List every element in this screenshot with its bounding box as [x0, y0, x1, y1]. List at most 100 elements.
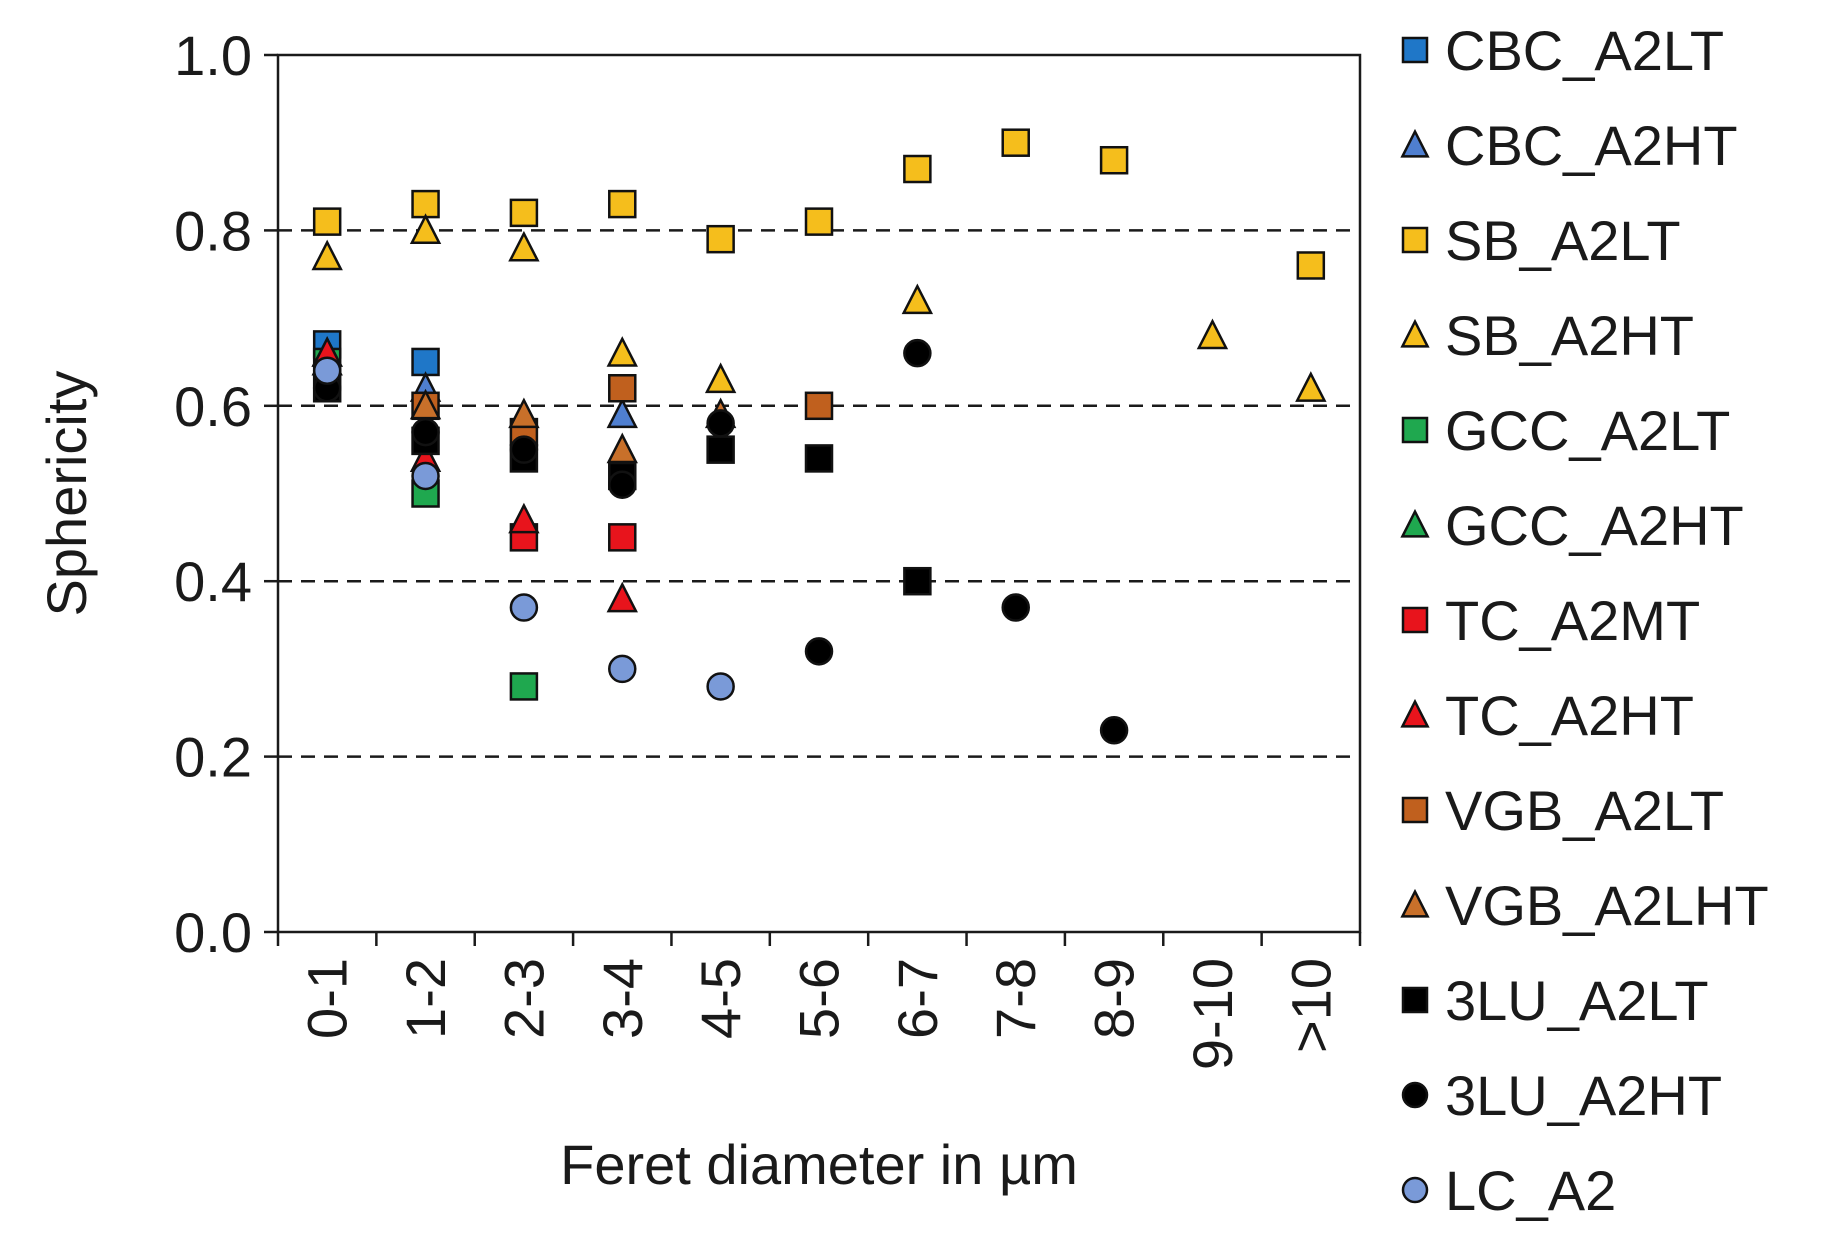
legend-label-vgb-a2lht: VGB_A2LHT: [1445, 874, 1769, 937]
point-3lu-a2ht-2-3: [509, 435, 539, 464]
legend-marker-cbc-a2ht: [1400, 128, 1430, 158]
point-vgb-a2lht-3-4: [606, 432, 638, 464]
series-sb-a2lt: [312, 128, 1326, 280]
series-tc-a2ht: [311, 336, 638, 613]
legend-marker-lc-a2: [1401, 1176, 1429, 1204]
plot-frame: [276, 53, 1362, 934]
legend-item-cbc-a2ht: CBC_A2HT: [1400, 114, 1738, 177]
gridlines: [278, 229, 1360, 758]
x-tick-label-5-6: 5-6: [788, 958, 851, 1039]
axes: [276, 53, 1362, 934]
legend-marker-3lu-a2ht: [1401, 1081, 1429, 1109]
legend-marker-cbc-a2lt: [1401, 36, 1429, 64]
point-sb-a2ht-3-4: [606, 336, 638, 367]
legend-item-vgb-a2lt: VGB_A2LT: [1401, 779, 1724, 842]
point-sb-a2lt-4-5: [706, 224, 735, 254]
point-sb-a2lt-8-9: [1099, 145, 1129, 175]
legend-label-lc-a2: LC_A2: [1445, 1159, 1616, 1222]
legend-marker-3lu-a2lt: [1401, 986, 1429, 1014]
x-tick-label-3-4: 3-4: [591, 958, 654, 1039]
point-gcc-a2lt-2-3: [509, 672, 539, 701]
legend-label-sb-a2lt: SB_A2LT: [1445, 209, 1681, 272]
y-tick-label: 0.8: [174, 199, 252, 262]
x-tick-label-4-5: 4-5: [689, 958, 752, 1039]
point-sb-a2ht-6-7: [901, 283, 934, 315]
point-tc-a2mt-3-4: [608, 523, 637, 552]
legend: CBC_A2LT CBC_A2HT SB_A2LT SB_A2HT GCC_A2LT GC…: [1400, 19, 1769, 1222]
point-3lu-a2ht-8-9: [1099, 716, 1129, 745]
point-3lu-a2lt-4-5: [706, 435, 735, 464]
y-tick-label: 1.0: [174, 24, 252, 87]
legend-item-vgb-a2lht: VGB_A2LHT: [1400, 874, 1769, 937]
point-lc-a2-1-2: [411, 461, 440, 491]
legend-item-sb-a2lt: SB_A2LT: [1401, 209, 1681, 272]
point-tc-a2ht-3-4: [606, 581, 638, 613]
legend-item-sb-a2ht: SB_A2HT: [1400, 304, 1694, 367]
point-3lu-a2ht-6-7: [903, 338, 932, 368]
legend-marker-tc-a2mt: [1401, 606, 1429, 634]
y-tick-label: 0.0: [174, 901, 252, 964]
y-tick-label: 0.4: [174, 550, 252, 613]
y-axis-title: Sphericity: [35, 371, 98, 617]
legend-marker-vgb-a2lht: [1400, 888, 1430, 918]
legend-item-3lu-a2lt: 3LU_A2LT: [1401, 969, 1709, 1032]
legend-label-3lu-a2ht: 3LU_A2HT: [1445, 1064, 1722, 1127]
point-lc-a2-3-4: [608, 654, 637, 684]
point-cbc-a2lt-1-2: [411, 347, 440, 377]
x-tick-label-1-2: 1-2: [394, 958, 457, 1039]
x-axis-title: Feret diameter in µm: [560, 1133, 1078, 1196]
point-sb-a2lt-2-3: [509, 198, 539, 228]
x-tick-label-8-9: 8-9: [1083, 958, 1146, 1039]
series-lc-a2: [312, 356, 735, 701]
x-tick-label-2-3: 2-3: [492, 958, 555, 1039]
point-sb-a2ht-10: [1295, 371, 1327, 402]
legend-item-tc-a2ht: TC_A2HT: [1400, 684, 1694, 747]
point-sb-a2lt-10: [1296, 251, 1326, 280]
x-tick-labels: 0-1 1-2 2-3 3-4 4-5 5-6 6-7 7-8 8-9 9-10 >10: [276, 932, 1362, 1070]
x-tick-label-10: >10: [1279, 958, 1342, 1053]
point-3lu-a2ht-3-4: [608, 470, 637, 499]
legend-label-sb-a2ht: SB_A2HT: [1445, 304, 1694, 367]
point-3lu-a2ht-1-2: [411, 417, 440, 447]
legend-item-gcc-a2lt: GCC_A2LT: [1401, 399, 1730, 462]
point-lc-a2-2-3: [509, 593, 539, 622]
x-tick-label-6-7: 6-7: [886, 958, 949, 1039]
point-lc-a2-4-5: [706, 672, 735, 701]
legend-label-gcc-a2lt: GCC_A2LT: [1445, 399, 1730, 462]
series-cbc-a2ht: [311, 344, 638, 429]
legend-label-tc-a2mt: TC_A2MT: [1445, 589, 1700, 652]
series-3lu-a2ht: [312, 338, 1129, 745]
series-sb-a2ht: [311, 213, 1327, 402]
series-vgb-a2lht: [409, 388, 737, 464]
point-vgb-a2lt-5-6: [804, 391, 834, 421]
legend-item-tc-a2mt: TC_A2MT: [1401, 589, 1700, 652]
x-tick-label-0-1: 0-1: [296, 958, 359, 1039]
x-tick-label-7-8: 7-8: [984, 958, 1047, 1039]
point-cbc-a2ht-3-4: [606, 397, 638, 429]
point-3lu-a2ht-4-5: [706, 409, 735, 438]
point-tc-a2ht-2-3: [508, 502, 540, 534]
point-sb-a2lt-5-6: [804, 207, 834, 236]
point-sb-a2ht-2-3: [508, 230, 540, 262]
legend-label-3lu-a2lt: 3LU_A2LT: [1445, 969, 1709, 1032]
point-sb-a2lt-6-7: [903, 154, 932, 184]
point-sb-a2lt-3-4: [608, 189, 637, 219]
point-lc-a2-0-1: [312, 356, 342, 385]
x-tick-label-9-10: 9-10: [1181, 958, 1244, 1070]
data-points: [311, 128, 1327, 745]
legend-marker-sb-a2lt: [1401, 226, 1429, 254]
legend-marker-gcc-a2lt: [1401, 416, 1429, 444]
legend-item-lc-a2: LC_A2: [1401, 1159, 1616, 1222]
y-tick-label: 0.2: [174, 726, 252, 789]
point-3lu-a2ht-5-6: [804, 637, 834, 666]
legend-item-3lu-a2ht: 3LU_A2HT: [1401, 1064, 1722, 1127]
point-sb-a2ht-0-1: [311, 239, 343, 271]
legend-label-gcc-a2ht: GCC_A2HT: [1445, 494, 1744, 557]
point-3lu-a2ht-7-8: [1001, 593, 1030, 622]
y-tick-labels: 0.0 0.2 0.4 0.6 0.8 1.0: [174, 24, 278, 964]
legend-marker-gcc-a2ht: [1400, 508, 1430, 538]
point-vgb-a2lt-3-4: [608, 374, 637, 403]
point-sb-a2ht-1-2: [409, 213, 442, 244]
legend-label-cbc-a2ht: CBC_A2HT: [1445, 114, 1738, 177]
